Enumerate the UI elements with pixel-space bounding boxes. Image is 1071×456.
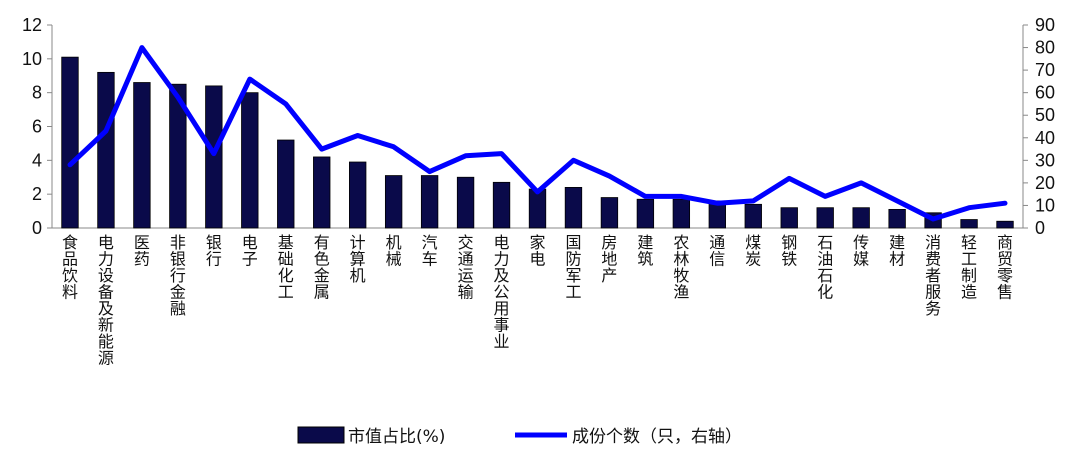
- bar: [816, 207, 834, 229]
- category-label: 商贸零售: [997, 233, 1013, 302]
- category-label: 房地产: [601, 233, 617, 285]
- bar: [564, 186, 583, 229]
- bar: [133, 82, 151, 229]
- category-label: 建筑: [637, 233, 653, 269]
- bar: [888, 208, 906, 229]
- category-label: 电子: [242, 233, 258, 269]
- bar: [313, 156, 331, 229]
- left-tick-label: 6: [32, 117, 42, 137]
- bar: [97, 71, 115, 229]
- bar: [996, 220, 1014, 229]
- category-label: 汽车: [422, 233, 438, 269]
- category-label: 银行: [206, 233, 222, 269]
- bar: [852, 207, 870, 229]
- left-tick-label: 8: [32, 83, 42, 103]
- right-tick-label: 80: [1035, 38, 1055, 58]
- category-label: 有色金属: [314, 233, 330, 302]
- bar: [780, 207, 798, 229]
- category-label: 传媒: [853, 233, 869, 269]
- bar: [349, 161, 367, 229]
- bar: [456, 176, 475, 229]
- right-tick-label: 50: [1035, 105, 1055, 125]
- bar: [528, 188, 547, 229]
- category-label: 电力及公用事业: [494, 233, 510, 351]
- category-label: 医药: [134, 233, 150, 269]
- line-series: [67, 45, 1008, 222]
- right-tick-label: 20: [1035, 173, 1055, 193]
- bar: [672, 198, 691, 229]
- category-label: 机械: [386, 233, 402, 269]
- category-label: 国防军工: [565, 233, 581, 302]
- category-label: 非银行金融: [170, 233, 186, 318]
- bar: [169, 83, 187, 229]
- right-tick-label: 0: [1035, 218, 1045, 238]
- bar: [600, 197, 619, 229]
- category-label: 食品饮料: [62, 233, 78, 302]
- category-label: 计算机: [350, 233, 366, 285]
- left-tick-label: 4: [32, 150, 42, 170]
- legend-bar-swatch: [297, 426, 345, 444]
- category-label: 消费者服务: [925, 233, 941, 318]
- left-tick-label: 2: [32, 184, 42, 204]
- category-label: 交通运输: [458, 233, 474, 302]
- left-tick-label: 0: [32, 218, 42, 238]
- bar: [636, 198, 655, 229]
- category-label: 建材: [889, 233, 905, 269]
- category-label: 钢铁: [781, 233, 797, 269]
- bar: [744, 203, 762, 229]
- legend: 市值占比(%) 成份个数（只，右轴）: [297, 426, 742, 447]
- right-tick-label: 70: [1035, 60, 1055, 80]
- bar: [277, 139, 295, 229]
- bar: [205, 85, 223, 229]
- category-label: 家电: [529, 233, 545, 269]
- right-tick-label: 90: [1035, 15, 1055, 35]
- bar-series: [61, 56, 1014, 229]
- bar: [241, 92, 259, 229]
- left-tick-label: 10: [22, 49, 42, 69]
- right-tick-label: 10: [1035, 195, 1055, 215]
- right-tick-label: 30: [1035, 150, 1055, 170]
- category-label: 通信: [709, 233, 725, 269]
- right-tick-label: 60: [1035, 83, 1055, 103]
- category-label: 农林牧渔: [673, 233, 689, 302]
- bar: [492, 181, 511, 229]
- category-label: 煤炭: [745, 233, 761, 269]
- left-tick-label: 12: [22, 15, 42, 35]
- bar: [61, 56, 79, 229]
- category-label: 基础化工: [278, 233, 294, 302]
- category-label: 轻工制造: [961, 233, 977, 302]
- legend-bar-label: 市值占比(%): [348, 427, 445, 447]
- legend-line-label: 成份个数（只，右轴）: [572, 427, 742, 447]
- bar: [960, 219, 978, 229]
- category-label: 石油石化: [817, 233, 833, 302]
- right-tick-label: 40: [1035, 128, 1055, 148]
- bar: [420, 175, 439, 229]
- category-label: 电力设备及新能源: [98, 233, 114, 368]
- bar: [384, 175, 403, 229]
